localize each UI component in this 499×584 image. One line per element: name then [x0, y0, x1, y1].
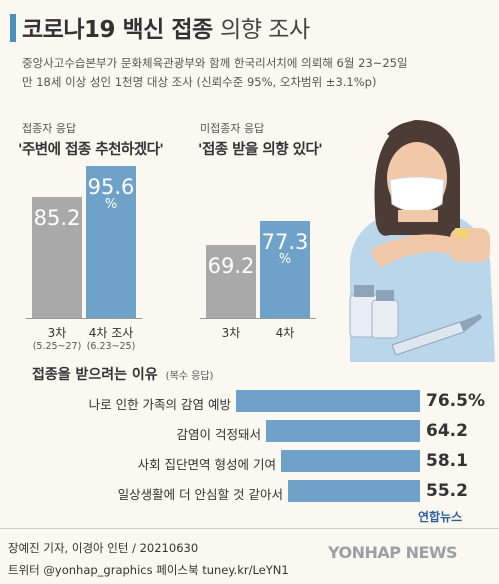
unvaccinated-category-2: 4차: [275, 326, 295, 340]
reason-value-1: 76.5%: [426, 391, 485, 411]
unvaccinated-group-label: 미접종자 응답: [200, 122, 265, 135]
vaccinated-bar-1: [32, 197, 82, 318]
vaccinated-group-label: 접종자 응답: [22, 122, 77, 135]
reason-label-4: 일상생활에 더 안심할 것 같아서: [117, 487, 283, 502]
reason-bar-4: [288, 480, 420, 502]
reasons-chart-note: (복수 응답): [165, 371, 214, 382]
unvaccinated-value-label-2: 77.3%: [261, 230, 309, 267]
yonhap-logo-small: 연합뉴스: [418, 510, 463, 524]
reason-bar-2: [266, 420, 420, 442]
credit-line: 장예진 기자, 이경아 인턴 / 20210630: [8, 541, 199, 555]
unvaccinated-category-1: 3차: [221, 326, 241, 340]
unvaccinated-baseline: [200, 318, 316, 319]
yonhap-news-logo: YONHAP NEWS: [328, 543, 458, 562]
unvaccinated-bar-2: [260, 221, 310, 318]
unvaccinated-chart-title: '접종 받을 의향 있다': [198, 142, 323, 158]
unvaccinated-value-label-1: 69.2: [207, 254, 255, 278]
survey-description: 중앙사고수습본부가 문화체육관광부와 함께 한국리서치에 의뢰해 6월 23~2…: [22, 54, 492, 92]
reason-value-3: 58.1: [426, 451, 468, 471]
vaccinated-bar-2: [86, 166, 136, 318]
subtitle-line-2: 만 18세 이상 성인 1천명 대상 조사 (신뢰수준 95%, 오차범위 ±3…: [22, 75, 377, 89]
reason-bar-1: [236, 390, 420, 412]
reason-value-2: 64.2: [426, 421, 468, 441]
reason-label-2: 감염이 걱정돼서: [176, 427, 261, 442]
title-accent-bar: [10, 14, 16, 42]
unvaccinated-bar-1: [206, 245, 256, 318]
vaccinated-period-2: (6.23~25): [86, 341, 136, 352]
reason-label-3: 사회 집단면역 형성에 기여: [137, 457, 276, 472]
footer-divider: [0, 528, 499, 529]
reason-label-1: 나로 인한 가족의 감염 예방: [88, 397, 231, 412]
vaccinated-woman-illustration: [349, 120, 495, 362]
reason-value-4: 55.2: [426, 481, 468, 501]
vaccinated-period-1: (5.25~27): [32, 341, 82, 352]
unvaccinated-unit-label: %: [278, 252, 292, 267]
social-links: 트위터 @yonhap_graphics 페이스북 tuney.kr/LeYN1: [8, 563, 289, 577]
reason-bar-3: [281, 450, 420, 472]
vaccinated-chart-title: '주변에 접종 추천하겠다': [18, 142, 164, 158]
vaccinated-category-2: 4차 조사: [88, 326, 134, 340]
vaccinated-category-1: 3차: [47, 326, 67, 340]
vaccinated-value-label-2: 95.6%: [87, 175, 135, 212]
reasons-chart-title: 접종을 받으려는 이유 (복수 응답): [32, 367, 214, 383]
vaccinated-unit-label: %: [104, 197, 118, 212]
subtitle-line-1: 중앙사고수습본부가 문화체육관광부와 함께 한국리서치에 의뢰해 6월 23~2…: [22, 56, 408, 70]
page-title: 코로나19 백신 접종 의향 조사: [22, 17, 310, 43]
vaccinated-value-label-1: 85.2: [33, 206, 81, 230]
vaccinated-baseline: [26, 318, 142, 319]
